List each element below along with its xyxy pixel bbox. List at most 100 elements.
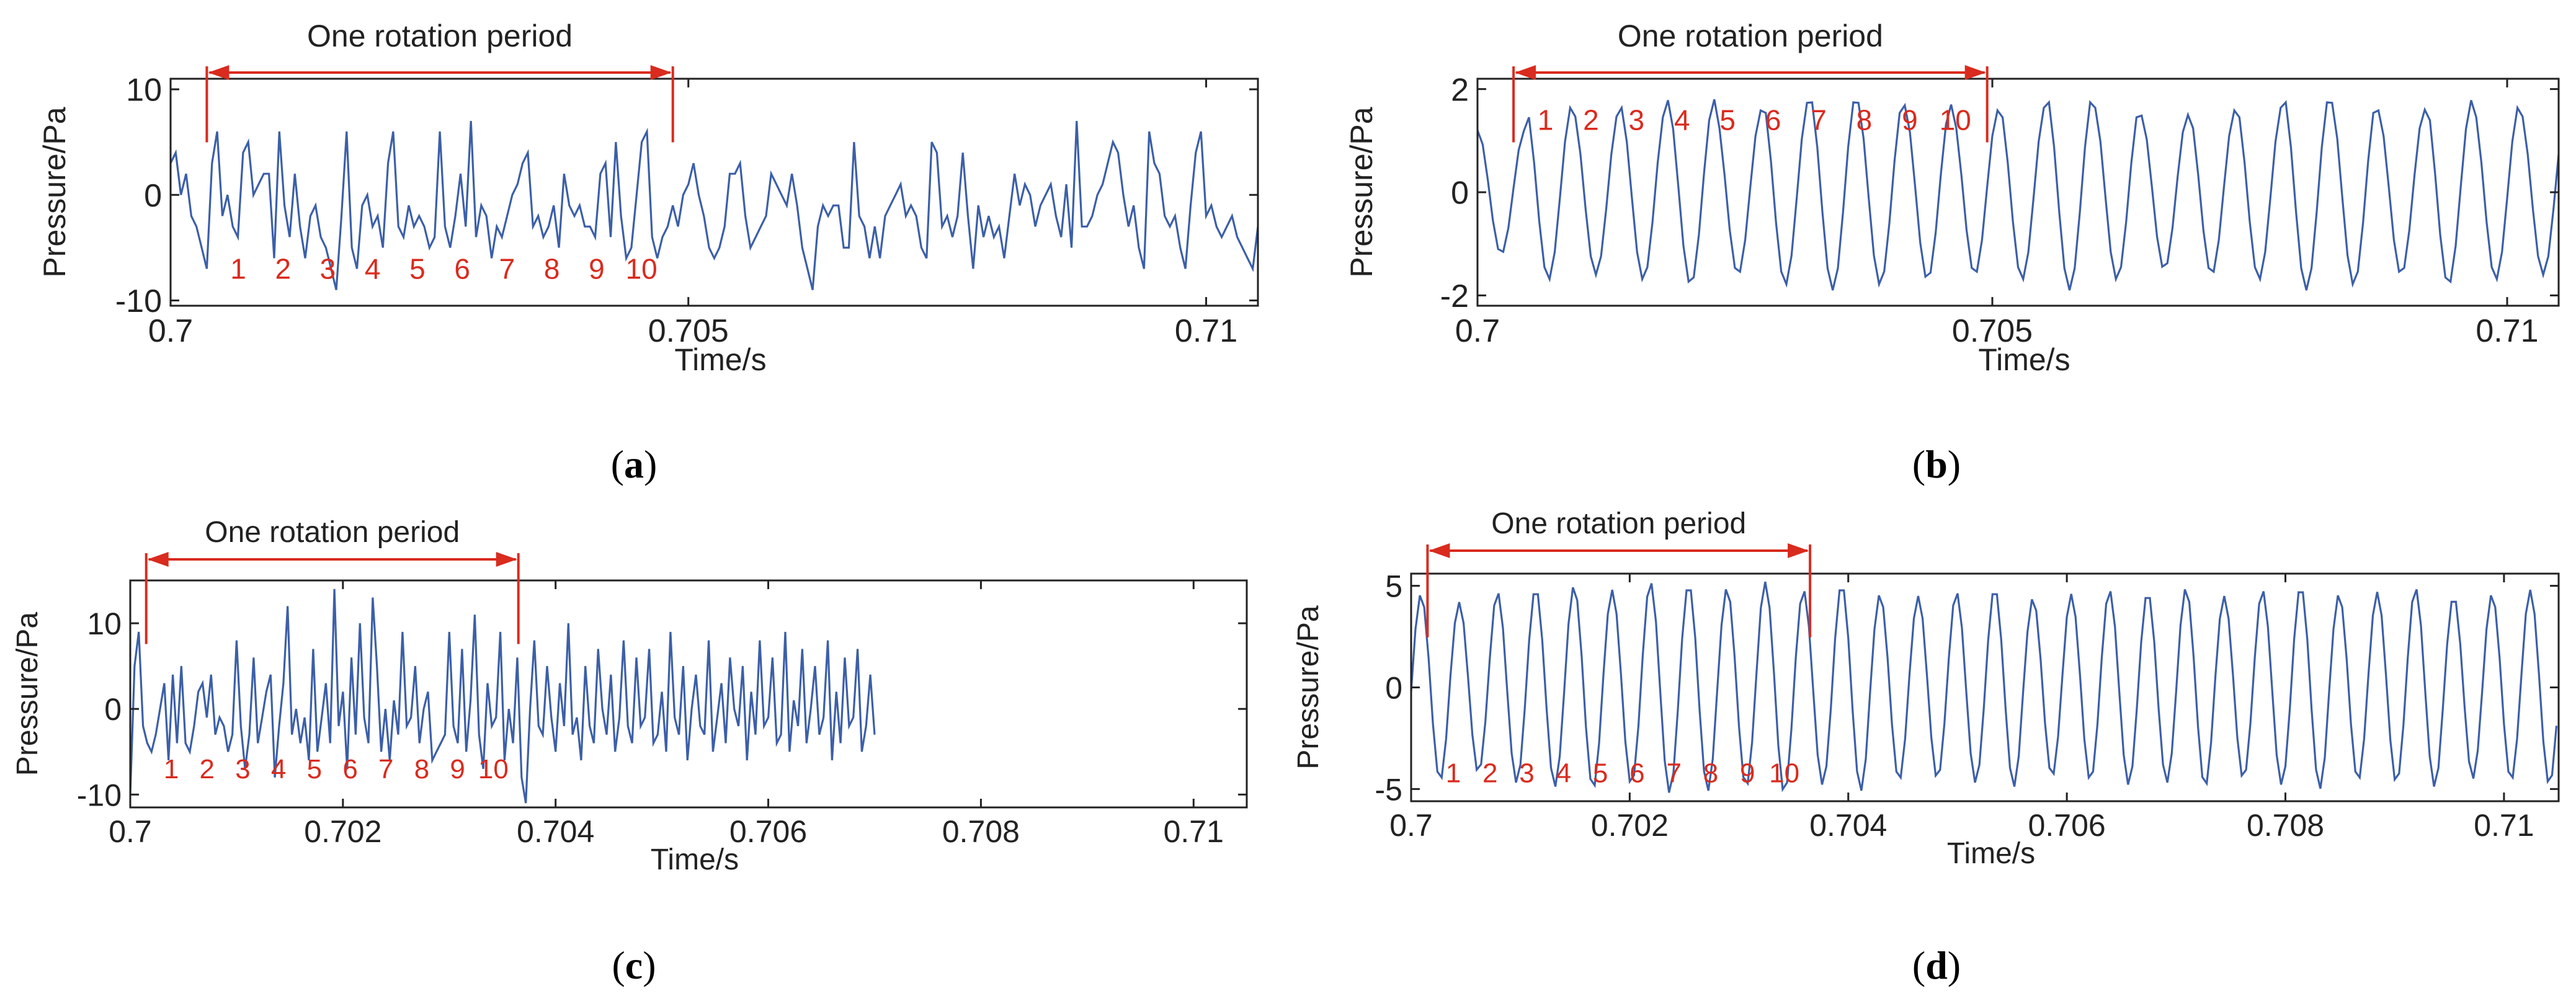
period-arrowhead-left-d [1428,543,1450,558]
y-tick-label-d: 0 [1385,671,1402,706]
y-tick-label-b: 2 [1451,72,1469,108]
period-title-a: One rotation period [307,19,573,53]
period-title-c: One rotation period [205,516,460,549]
panel-d: (d) 0.7 0.702 0.704 0.706 0.708 0.71 -5 0 5 Time/… [1292,507,2560,987]
blade-number-c: 7 [378,754,393,784]
x-tick-label-d: 0.71 [2474,808,2534,843]
period-title-d: One rotation period [1491,507,1746,540]
blade-number-b: 3 [1629,104,1645,136]
y-tick-label-a: 0 [144,178,162,214]
blade-number-b: 10 [1940,104,1971,136]
blade-number-d: 6 [1629,758,1644,789]
blade-number-a: 5 [409,253,426,285]
blade-number-b: 7 [1811,104,1827,136]
blade-number-b: 4 [1674,104,1690,136]
x-tick-label-c: 0.7 [109,814,152,849]
x-tick-label-b: 0.7 [1455,313,1500,349]
y-axis-label-a: Pressure/Pa [37,107,72,277]
blade-number-d: 8 [1703,758,1718,789]
blade-number-d: 10 [1769,758,1799,789]
panel-a: (a) 0.7 0.705 0.71 -10 0 10 Time/s Pressure/Pa O… [37,19,1259,486]
x-tick-label-b: 0.71 [2476,313,2538,349]
x-tick-label-d: 0.702 [1591,808,1669,843]
period-arrowhead-left-a [208,65,230,80]
blade-number-a: 9 [589,253,605,285]
x-tick-label-c: 0.71 [1164,814,1224,849]
period-arrowhead-left-c [147,552,169,567]
y-axis-label-c: Pressure/Pa [11,612,44,776]
blade-number-b: 5 [1719,104,1736,136]
panel-c: (c) 0.7 0.702 0.704 0.706 0.708 0.71 -10 0 10 Tim… [11,516,1248,987]
x-tick-label-b: 0.705 [1952,313,2033,349]
x-axis-label-b: Time/s [1978,342,2070,377]
x-axis-label-a: Time/s [674,342,766,377]
panel-b: (b) 0.7 0.705 0.71 -2 0 2 Time/s Pressure/Pa One… [1344,19,2560,486]
y-tick-label-a: -10 [115,283,162,319]
x-tick-label-d: 0.706 [2028,808,2106,843]
x-tick-label-a: 0.71 [1175,313,1237,349]
blade-number-b: 8 [1856,104,1873,136]
x-tick-label-d: 0.704 [1809,808,1887,843]
blade-number-a: 2 [275,253,291,285]
blade-number-c: 10 [478,754,509,784]
period-arrowhead-right-c [496,552,517,567]
x-tick-label-c: 0.704 [517,814,594,849]
x-tick-label-a: 0.705 [648,313,729,349]
series-line-a [171,121,1258,290]
blade-number-a: 8 [544,253,560,285]
x-axis-label-d: Time/s [1947,837,2035,870]
plot-frame-a [169,78,1259,307]
blade-number-b: 1 [1538,104,1554,136]
blade-number-c: 5 [307,754,322,784]
blade-number-c: 8 [414,754,429,784]
blade-number-d: 2 [1482,758,1497,789]
panel-c-caption: (c) [612,943,656,987]
panel-a-caption: (a) [611,442,657,486]
x-axis-label-c: Time/s [651,843,739,876]
x-tick-label-c: 0.702 [304,814,381,849]
blade-number-d: 5 [1593,758,1608,789]
blade-number-c: 4 [271,754,286,784]
blade-number-c: 1 [164,754,179,784]
x-tick-label-c: 0.706 [729,814,807,849]
y-tick-label-b: -2 [1440,278,1469,314]
y-axis-label-d: Pressure/Pa [1292,605,1325,769]
y-tick-label-c: 10 [87,606,122,641]
period-title-b: One rotation period [1618,19,1883,53]
x-tick-label-d: 0.708 [2247,808,2324,843]
blade-number-c: 2 [200,754,215,784]
y-tick-label-b: 0 [1451,175,1469,211]
y-axis-label-b: Pressure/Pa [1344,107,1379,277]
period-arrowhead-right-b [1964,65,1986,80]
y-tick-label-d: -5 [1375,772,1402,807]
period-arrowhead-right-d [1788,543,1809,558]
panel-d-caption: (d) [1912,943,1961,987]
blade-number-a: 3 [320,253,336,285]
blade-number-a: 10 [626,253,657,285]
series-line-b [1477,99,2559,291]
x-tick-label-d: 0.7 [1389,808,1433,843]
plot-frame-c [129,579,1248,809]
blade-number-b: 2 [1583,104,1599,136]
blade-number-c: 3 [235,754,250,784]
blade-number-d: 9 [1740,758,1755,789]
period-arrowhead-right-a [650,65,672,80]
blade-number-a: 1 [230,253,246,285]
y-tick-label-d: 5 [1385,569,1402,604]
blade-number-a: 6 [454,253,470,285]
series-line-d [1411,581,2558,793]
blade-number-c: 6 [342,754,357,784]
y-tick-label-c: 0 [104,692,122,727]
period-arrowhead-left-b [1515,65,1536,80]
x-tick-label-a: 0.7 [148,313,193,349]
series-line-c [130,589,876,804]
panel-b-caption: (b) [1912,442,1961,486]
blade-number-d: 1 [1446,758,1461,789]
blade-number-a: 7 [499,253,515,285]
blade-number-b: 6 [1765,104,1781,136]
x-tick-label-c: 0.708 [942,814,1020,849]
y-tick-label-c: -10 [77,778,122,812]
blade-number-a: 4 [365,253,381,285]
blade-number-c: 9 [450,754,465,784]
